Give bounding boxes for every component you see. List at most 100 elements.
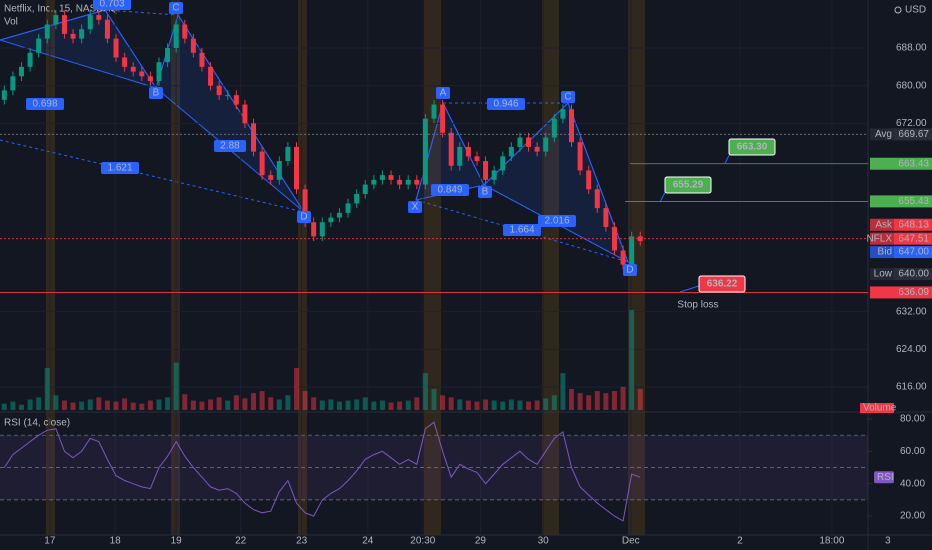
pattern-label: A: [440, 88, 447, 99]
volume-bar: [397, 401, 403, 410]
pattern-label-box: [214, 140, 246, 152]
volume-bar: [431, 388, 437, 410]
volume-bar: [328, 399, 334, 410]
candle-body: [371, 179, 377, 185]
candle-body: [354, 193, 360, 204]
pattern-fill: [0, 9, 158, 89]
x-tick-label: 29: [475, 536, 487, 547]
price-tag-name-box: [870, 268, 894, 281]
pattern-label: C: [564, 92, 571, 103]
pattern-dash: [0, 139, 305, 213]
volume-bar: [637, 388, 643, 410]
price-tag-name: Ask: [875, 219, 893, 230]
candle-body: [302, 189, 308, 223]
harmonic-patterns: [0, 9, 733, 293]
candle-body: [147, 76, 153, 81]
pattern-label: B: [153, 88, 160, 99]
volume-bar: [629, 310, 635, 410]
volume-bar: [53, 395, 59, 410]
x-tick-label: 24: [362, 536, 374, 547]
candle-body: [517, 137, 523, 147]
pattern-label-box: [93, 0, 131, 10]
pattern-label-box: [149, 87, 163, 99]
volume-bar: [199, 401, 205, 410]
volume-bar: [259, 391, 265, 410]
candle-body: [233, 95, 239, 105]
volume-bar: [268, 397, 274, 410]
candle-body: [603, 208, 609, 227]
volume-bar: [44, 367, 50, 410]
price-tag-value: 663.43: [898, 158, 929, 169]
volume-bar: [422, 373, 428, 410]
volume-bar: [122, 398, 128, 410]
candle-body: [87, 15, 93, 30]
candle-body: [569, 109, 575, 143]
candle-body: [431, 104, 437, 119]
candle-body: [1, 90, 7, 100]
volume-bar: [620, 386, 626, 410]
candle-body: [79, 29, 85, 39]
pattern-label: D: [300, 212, 307, 223]
volume-bar: [27, 399, 33, 410]
callout-box: [728, 138, 776, 156]
candle-body: [311, 222, 317, 237]
candle-body: [629, 236, 635, 265]
volume-bar: [113, 401, 119, 410]
pattern-label-box: [431, 184, 469, 196]
pattern-label-box: [408, 201, 422, 213]
rsi-tick-label: 60.00: [900, 446, 925, 457]
candle-body: [199, 52, 205, 67]
pattern-label-box: [478, 186, 492, 198]
volume-bar: [156, 399, 162, 410]
currency-icon: [894, 6, 902, 14]
volume-bar: [70, 402, 76, 410]
y-tick-label: 672.00: [896, 118, 927, 129]
y-tick-label: 616.00: [896, 382, 927, 393]
candle-body: [190, 38, 196, 53]
candle-body: [500, 156, 506, 171]
volume-bar: [362, 397, 368, 410]
volume-bar: [560, 373, 566, 410]
volume-bar: [61, 400, 67, 410]
volume-bar: [371, 401, 377, 410]
candle-body: [165, 48, 171, 63]
pattern-label-box: [436, 87, 450, 99]
pattern-label: 0.698: [32, 99, 57, 110]
pattern-label-box: [297, 211, 311, 223]
callout-label: 636.22: [707, 279, 738, 290]
volume-bar: [311, 397, 317, 410]
pattern-label: 2.016: [544, 216, 569, 227]
candle-body: [319, 222, 325, 237]
candle-body: [276, 161, 282, 180]
volume-bar: [233, 395, 239, 410]
candle-body: [259, 151, 265, 176]
candle-body: [268, 175, 274, 180]
volume-bar: [586, 395, 592, 410]
callout-label: 663.30: [737, 142, 768, 153]
volume-tag-box: [860, 403, 894, 413]
pattern-label-box: [623, 264, 637, 276]
x-tick-label: 2: [737, 536, 743, 547]
pattern-label-box: [26, 98, 64, 110]
volume-bar: [543, 398, 549, 410]
volume-bar: [276, 399, 282, 410]
volume-bar: [302, 391, 308, 410]
pattern-label: 0.849: [437, 185, 462, 196]
volume-bar: [457, 399, 463, 410]
volume-bar: [465, 400, 471, 410]
candle-body: [508, 146, 514, 157]
candle-body: [388, 175, 394, 180]
x-tick-label: 18:00: [819, 536, 844, 547]
volume-bar: [173, 362, 179, 410]
volume-bar: [104, 400, 110, 410]
volume-title: Vol: [4, 17, 18, 28]
candle-body: [122, 57, 128, 67]
candle-body: [440, 104, 446, 133]
candle-body: [457, 146, 463, 166]
candle-body: [491, 170, 497, 180]
callout-box: [664, 176, 712, 194]
price-tag-box: [870, 286, 932, 299]
candle-body: [594, 189, 600, 209]
session-band: [424, 0, 441, 535]
candle-body: [113, 38, 119, 58]
